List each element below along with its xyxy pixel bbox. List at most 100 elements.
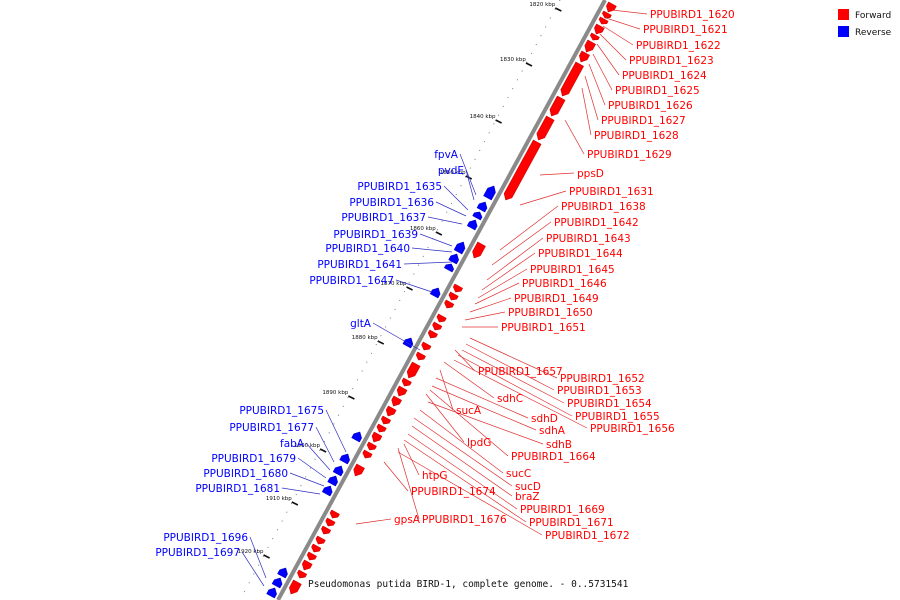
gene-label-ppubird1-1647[interactable]: PPUBIRD1_1647 [309, 275, 394, 287]
gene-label-sdha[interactable]: sdhA [539, 425, 566, 437]
gene-label-ppubird1-1640[interactable]: PPUBIRD1_1640 [325, 243, 410, 255]
gene-label-glta[interactable]: gltA [350, 318, 372, 330]
gene-label-ppubird1-1625[interactable]: PPUBIRD1_1625 [615, 85, 700, 97]
gene-arrow [427, 329, 438, 339]
gene-label-ppubird1-1681[interactable]: PPUBIRD1_1681 [195, 483, 280, 495]
gene-label-ppubird1-1628[interactable]: PPUBIRD1_1628 [594, 130, 679, 142]
gene-label-ppubird1-1651[interactable]: PPUBIRD1_1651 [501, 322, 586, 334]
gene-label-ppubird1-1626[interactable]: PPUBIRD1_1626 [608, 100, 693, 112]
gene-label-sdhc[interactable]: sdhC [497, 393, 523, 405]
gene-arrow [472, 241, 486, 259]
gene-arrow [536, 115, 555, 141]
gene-label-ppubird1-1671[interactable]: PPUBIRD1_1671 [529, 517, 614, 529]
gene-label-ppubird1-1629[interactable]: PPUBIRD1_1629 [587, 149, 672, 161]
gene-label-pvde[interactable]: pvdE [438, 165, 464, 177]
forward-gene-block [371, 431, 383, 443]
gene-label-ppubird1-1646[interactable]: PPUBIRD1_1646 [522, 278, 607, 290]
reverse-gene-block [448, 253, 459, 265]
gene-label-ppsd[interactable]: ppsD [577, 168, 604, 180]
forward-leader-line [431, 385, 537, 431]
forward-leader-line [474, 282, 520, 305]
gene-label-ppubird1-1696[interactable]: PPUBIRD1_1696 [163, 532, 248, 544]
scale-tick-label: 1890 kbp [322, 390, 348, 396]
gene-label-ppubird1-1655[interactable]: PPUBIRD1_1655 [575, 411, 660, 423]
gene-label-ppubird1-1674[interactable]: PPUBIRD1_1674 [411, 486, 496, 498]
forward-gene-block [594, 23, 605, 35]
gene-label-ppubird1-1650[interactable]: PPUBIRD1_1650 [508, 307, 593, 319]
forward-gene-block [306, 551, 317, 561]
reverse-leader-line [325, 409, 347, 453]
gene-label-ppubird1-1653[interactable]: PPUBIRD1_1653 [557, 385, 642, 397]
gene-arrow [329, 509, 340, 519]
gene-label-ppubird1-1654[interactable]: PPUBIRD1_1654 [567, 398, 652, 410]
forward-gene-block [415, 351, 426, 361]
gene-arrow [271, 577, 283, 589]
gene-label-lpdg[interactable]: lpdG [467, 437, 491, 449]
gene-label-ppubird1-1637[interactable]: PPUBIRD1_1637 [341, 212, 426, 224]
gene-label-ppubird1-1656[interactable]: PPUBIRD1_1656 [590, 423, 675, 435]
gene-label-ppubird1-1645[interactable]: PPUBIRD1_1645 [530, 264, 615, 276]
forward-leader-line [454, 349, 476, 372]
gene-label-ppubird1-1638[interactable]: PPUBIRD1_1638 [561, 201, 646, 213]
gene-label-ppubird1-1652[interactable]: PPUBIRD1_1652 [560, 373, 645, 385]
reverse-leader-line [249, 536, 267, 579]
gene-label-fpva[interactable]: fpvA [434, 149, 459, 161]
gene-label-ppubird1-1631[interactable]: PPUBIRD1_1631 [569, 186, 654, 198]
scale-tick-label: 1850 kbp [440, 170, 466, 176]
gene-arrow [297, 569, 308, 579]
scale-tick-label: 1920 kbp [238, 549, 264, 555]
gene-label-ppubird1-1675[interactable]: PPUBIRD1_1675 [239, 405, 324, 417]
gene-label-faba[interactable]: fabA [280, 438, 305, 450]
gene-label-braz[interactable]: braZ [515, 491, 540, 503]
reverse-gene-block [271, 577, 283, 589]
gene-label-ppubird1-1642[interactable]: PPUBIRD1_1642 [554, 217, 639, 229]
reverse-leader-line [395, 279, 433, 293]
forward-gene-block [560, 61, 584, 97]
forward-gene-block [381, 415, 392, 425]
gene-arrow [443, 263, 455, 273]
reverse-leader-line [411, 247, 453, 253]
gene-label-gpsa[interactable]: gpsA [394, 514, 421, 526]
gene-label-ppubird1-1669[interactable]: PPUBIRD1_1669 [520, 504, 605, 516]
gene-label-ppubird1-1664[interactable]: PPUBIRD1_1664 [511, 451, 596, 463]
legend-forward-swatch [838, 9, 849, 20]
gene-label-ppubird1-1635[interactable]: PPUBIRD1_1635 [357, 181, 442, 193]
gene-label-ppubird1-1680[interactable]: PPUBIRD1_1680 [203, 468, 288, 480]
gene-label-ppubird1-1636[interactable]: PPUBIRD1_1636 [349, 197, 434, 209]
gene-label-ppubird1-1679[interactable]: PPUBIRD1_1679 [211, 453, 296, 465]
gene-label-ppubird1-1623[interactable]: PPUBIRD1_1623 [629, 55, 714, 67]
gene-label-ppubird1-1620[interactable]: PPUBIRD1_1620 [650, 9, 735, 21]
forward-gene-block [391, 395, 402, 407]
gene-arrow [594, 23, 605, 35]
gene-label-ppubird1-1622[interactable]: PPUBIRD1_1622 [636, 40, 721, 52]
gene-label-sucd[interactable]: sucD [515, 481, 541, 493]
gene-label-ppubird1-1644[interactable]: PPUBIRD1_1644 [538, 248, 623, 260]
gene-label-ppubird1-1627[interactable]: PPUBIRD1_1627 [601, 115, 686, 127]
gene-label-ppubird1-1643[interactable]: PPUBIRD1_1643 [546, 233, 631, 245]
gene-label-ppubird1-1657[interactable]: PPUBIRD1_1657 [478, 366, 563, 378]
gene-label-sdhb[interactable]: sdhB [546, 439, 572, 451]
forward-gene-block [598, 16, 609, 25]
gene-label-suca[interactable]: sucA [456, 405, 482, 417]
forward-gene-block [385, 405, 397, 417]
forward-gene-block [448, 291, 459, 301]
gene-arrow [606, 1, 617, 13]
scale-tick-label: 1910 kbp [266, 496, 292, 502]
gene-label-ppubird1-1621[interactable]: PPUBIRD1_1621 [643, 24, 728, 36]
gene-label-htpg[interactable]: htpG [422, 470, 448, 482]
gene-label-ppubird1-1624[interactable]: PPUBIRD1_1624 [622, 70, 707, 82]
gene-label-ppubird1-1641[interactable]: PPUBIRD1_1641 [317, 259, 402, 271]
gene-label-sdhd[interactable]: sdhD [531, 413, 558, 425]
gene-label-ppubird1-1676[interactable]: PPUBIRD1_1676 [422, 514, 507, 526]
gene-label-succ[interactable]: sucC [506, 468, 531, 480]
gene-label-ppubird1-1672[interactable]: PPUBIRD1_1672 [545, 530, 630, 542]
gene-label-ppubird1-1649[interactable]: PPUBIRD1_1649 [514, 293, 599, 305]
scale-tick-label: 1820 kbp [529, 2, 555, 8]
gene-label-ppubird1-1697[interactable]: PPUBIRD1_1697 [155, 547, 240, 559]
gene-arrow [476, 201, 488, 213]
reverse-gene-block [332, 465, 344, 477]
reverse-gene-block [483, 185, 496, 201]
forward-leader-line [397, 447, 420, 520]
gene-label-ppubird1-1639[interactable]: PPUBIRD1_1639 [333, 229, 418, 241]
gene-label-ppubird1-1677[interactable]: PPUBIRD1_1677 [229, 422, 314, 434]
